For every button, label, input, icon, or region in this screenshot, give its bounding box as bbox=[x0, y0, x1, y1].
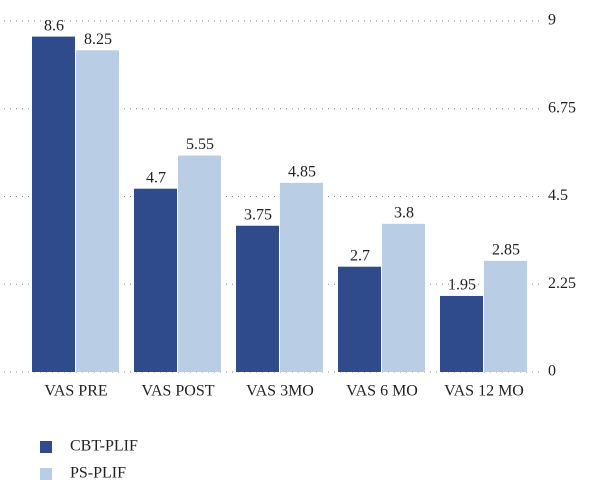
x-tick-label: VAS 12 MO bbox=[444, 383, 524, 400]
x-tick-label: VAS 6 MO bbox=[346, 383, 418, 400]
bar bbox=[236, 225, 279, 372]
legend-label: CBT-PLIF bbox=[70, 438, 138, 455]
y-tick-label: 9 bbox=[548, 12, 556, 29]
data-label: 3.75 bbox=[244, 206, 272, 223]
y-tick-label: 6.75 bbox=[548, 99, 576, 116]
data-label: 8.6 bbox=[44, 17, 64, 34]
data-label: 8.25 bbox=[84, 31, 112, 48]
legend-swatch bbox=[40, 468, 52, 480]
data-label: 1.95 bbox=[448, 277, 476, 294]
data-label: 2.7 bbox=[350, 247, 370, 264]
bar bbox=[338, 266, 381, 372]
data-label: 4.7 bbox=[146, 169, 166, 186]
x-tick-label: VAS 3MO bbox=[246, 383, 314, 400]
bar bbox=[280, 182, 323, 372]
y-tick-label: 4.5 bbox=[548, 187, 568, 204]
legend-label: PS-PLIF bbox=[70, 465, 126, 482]
y-tick-label: 0 bbox=[548, 363, 556, 380]
data-label: 5.55 bbox=[186, 136, 214, 153]
bar bbox=[76, 50, 119, 372]
bar bbox=[484, 260, 527, 372]
x-tick-label: VAS POST bbox=[141, 383, 214, 400]
bar bbox=[440, 295, 483, 372]
bar bbox=[382, 223, 425, 372]
bar bbox=[134, 188, 177, 372]
x-tick-label: VAS PRE bbox=[44, 383, 107, 400]
y-tick-label: 2.25 bbox=[548, 275, 576, 292]
data-label: 4.85 bbox=[288, 164, 316, 181]
bar bbox=[178, 155, 221, 372]
bar bbox=[32, 36, 75, 372]
data-label: 3.8 bbox=[394, 204, 414, 221]
legend-swatch bbox=[40, 441, 52, 453]
data-label: 2.85 bbox=[492, 242, 520, 259]
